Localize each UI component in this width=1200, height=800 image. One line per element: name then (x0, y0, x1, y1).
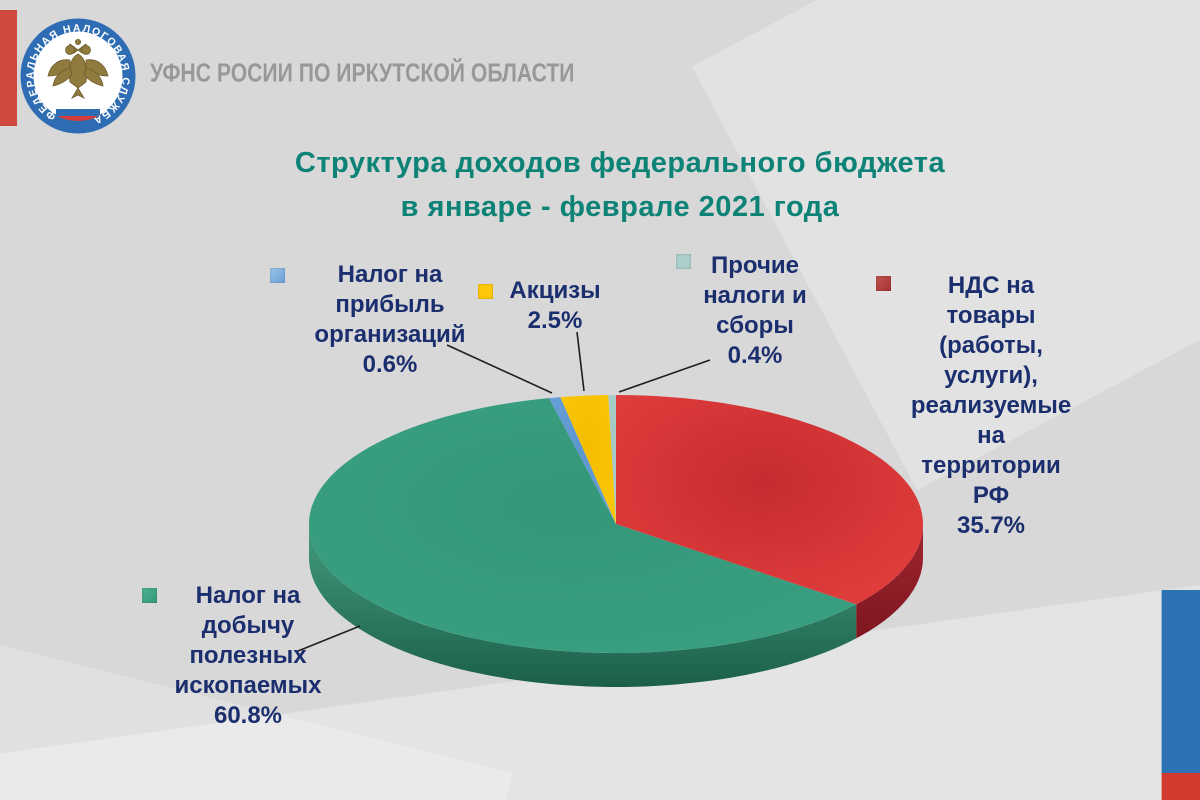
legend-marker-excise (478, 284, 493, 299)
legend-pct-met: 60.8% (213, 702, 283, 729)
leader-line-other-taxes (618, 359, 711, 393)
legend-marker-met (142, 588, 157, 603)
leader-line-met (297, 625, 361, 652)
legend-marker-other-taxes (676, 254, 691, 269)
legend-pct-profit-tax: 0.6% (362, 351, 418, 378)
legend-item-profit-tax: Налог на прибыль организаций 0.6% (295, 260, 485, 380)
legend-label-other-taxes: Прочие налоги и сборы (703, 252, 807, 339)
pie-slice-side-1 (309, 524, 857, 687)
legend-pct-excise: 2.5% (527, 307, 583, 334)
right-edge-blue-bar (1161, 590, 1200, 773)
legend-marker-profit-tax (270, 268, 285, 283)
legend-item-met: Налог на добычу полезных ископаемых 60.8… (150, 581, 346, 731)
pie-slices (308, 395, 923, 687)
pie-slice-1 (308, 398, 857, 654)
corner-accent-bar (0, 10, 17, 126)
page-title: Структура доходов федерального бюджета в… (294, 147, 946, 223)
legend-label-vat: НДС на товары (работы, услуги), реализуе… (910, 272, 1072, 509)
legend-label-met: Налог на добычу полезных ископаемых (174, 582, 322, 699)
legend-item-vat: НДС на товары (работы, услуги), реализуе… (898, 271, 1084, 541)
logo-ring (20, 18, 136, 134)
logo-eagle (47, 38, 109, 121)
right-edge-red-bar (1161, 773, 1200, 800)
pie-slice-3 (560, 395, 616, 524)
legend-label-excise: Акцизы (509, 277, 601, 304)
legend-item-other-taxes: Прочие налоги и сборы 0.4% (685, 251, 825, 371)
leader-line-excise (576, 331, 585, 392)
legend-pct-other-taxes: 0.4% (727, 342, 783, 369)
pie-slice-side-0 (856, 524, 923, 639)
pie-slice-0 (616, 395, 923, 605)
legend-item-excise: Акцизы 2.5% (490, 276, 620, 336)
org-header-text: УФНС РОСИИ ПО ИРКУТСКОЙ ОБЛАСТИ (150, 58, 575, 88)
fns-logo: ФЕДЕРАЛЬНАЯ НАЛОГОВАЯ СЛУЖБА (20, 18, 136, 134)
pie-slice-4 (608, 395, 616, 524)
legend-pct-vat: 35.7% (956, 512, 1026, 539)
leader-lines (297, 331, 711, 652)
leader-line-profit-tax (446, 344, 553, 394)
legend-label-profit-tax: Налог на прибыль организаций (314, 261, 466, 348)
logo-flag (56, 102, 100, 121)
pie-slice-2 (549, 397, 616, 524)
legend-marker-vat (876, 276, 891, 291)
